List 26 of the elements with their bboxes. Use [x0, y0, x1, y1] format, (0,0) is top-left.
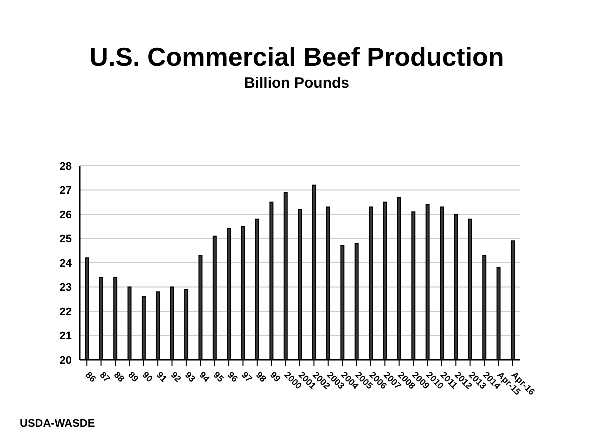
- y-tick-label: 20: [60, 354, 72, 367]
- x-tick-label: 92: [169, 370, 184, 384]
- x-tick-label: 88: [112, 370, 127, 384]
- y-tick-label: 21: [60, 330, 72, 343]
- chart-subtitle: Billion Pounds: [244, 75, 350, 92]
- y-tick-label: 28: [60, 160, 72, 173]
- x-tick-label: 89: [126, 370, 141, 384]
- x-tick-label: 93: [183, 370, 198, 384]
- x-tick-label: 99: [268, 370, 283, 384]
- y-tick-label: 22: [60, 306, 72, 318]
- chart-title: U.S. Commercial Beef Production: [88, 41, 506, 73]
- y-tick-label: 26: [60, 209, 72, 222]
- x-tick-label: 95: [212, 370, 226, 384]
- x-tick-label: 96: [226, 370, 240, 384]
- x-tick-label: 98: [254, 370, 268, 384]
- x-tick-label: 90: [140, 370, 155, 384]
- y-tick-label: 24: [60, 258, 73, 270]
- x-tick-label: 91: [154, 370, 170, 384]
- y-tick-label: 27: [60, 185, 72, 198]
- y-tick-label: 25: [60, 234, 72, 246]
- x-tick-label: 87: [98, 370, 112, 384]
- x-tick-label: 94: [198, 370, 212, 384]
- x-tick-label: 86: [84, 370, 98, 384]
- y-tick-label: 23: [60, 282, 72, 294]
- text: USDA-WASDE: [20, 418, 96, 430]
- x-tick-label: 97: [240, 370, 254, 384]
